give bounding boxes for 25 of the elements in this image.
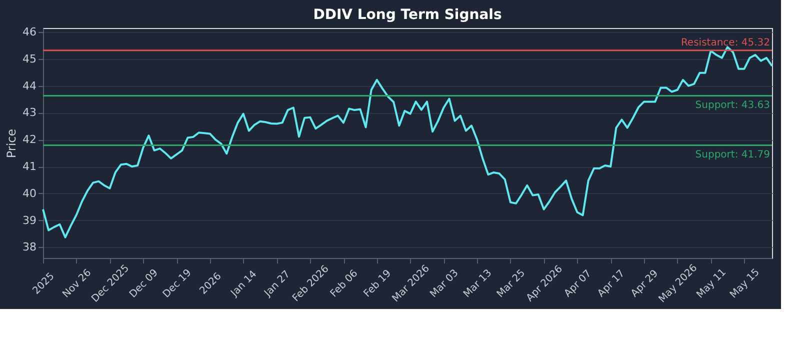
chart-title: DDIV Long Term Signals [313, 7, 502, 24]
ref-line-label: Resistance: 45.32 [680, 37, 770, 48]
y-tick-label: 39 [22, 214, 36, 227]
x-tick-label: Jan 14 [228, 268, 260, 300]
x-tick-label: Dec 09 [128, 267, 160, 300]
line-series [42, 46, 773, 238]
y-tick-label: 40 [22, 186, 36, 200]
ref-line-label: Support: 43.63 [695, 100, 770, 111]
y-tick-label: 45 [22, 52, 36, 66]
y-axis-title: Price [4, 128, 19, 158]
y-tick-label: 44 [22, 79, 36, 92]
y-tick-label: 38 [22, 240, 36, 254]
y-tick-label: 41 [22, 160, 36, 174]
y-tick-label: 42 [22, 133, 36, 146]
ref-line-label: Support: 41.79 [695, 149, 770, 160]
x-tick-label: Apr 17 [596, 268, 628, 300]
x-tick-label: Mar 13 [462, 268, 494, 300]
x-tick-label: Feb 06 [328, 268, 360, 300]
x-tick-label: Mar 25 [495, 268, 528, 300]
x-tick-label: Apr 07 [562, 268, 594, 300]
x-tick-label: Jan 27 [262, 268, 293, 300]
y-tick-label: 43 [22, 106, 36, 120]
x-tick-label: Mar 03 [428, 268, 461, 300]
y-tick-label: 46 [22, 26, 36, 39]
x-tick-label: Dec 19 [161, 267, 194, 300]
